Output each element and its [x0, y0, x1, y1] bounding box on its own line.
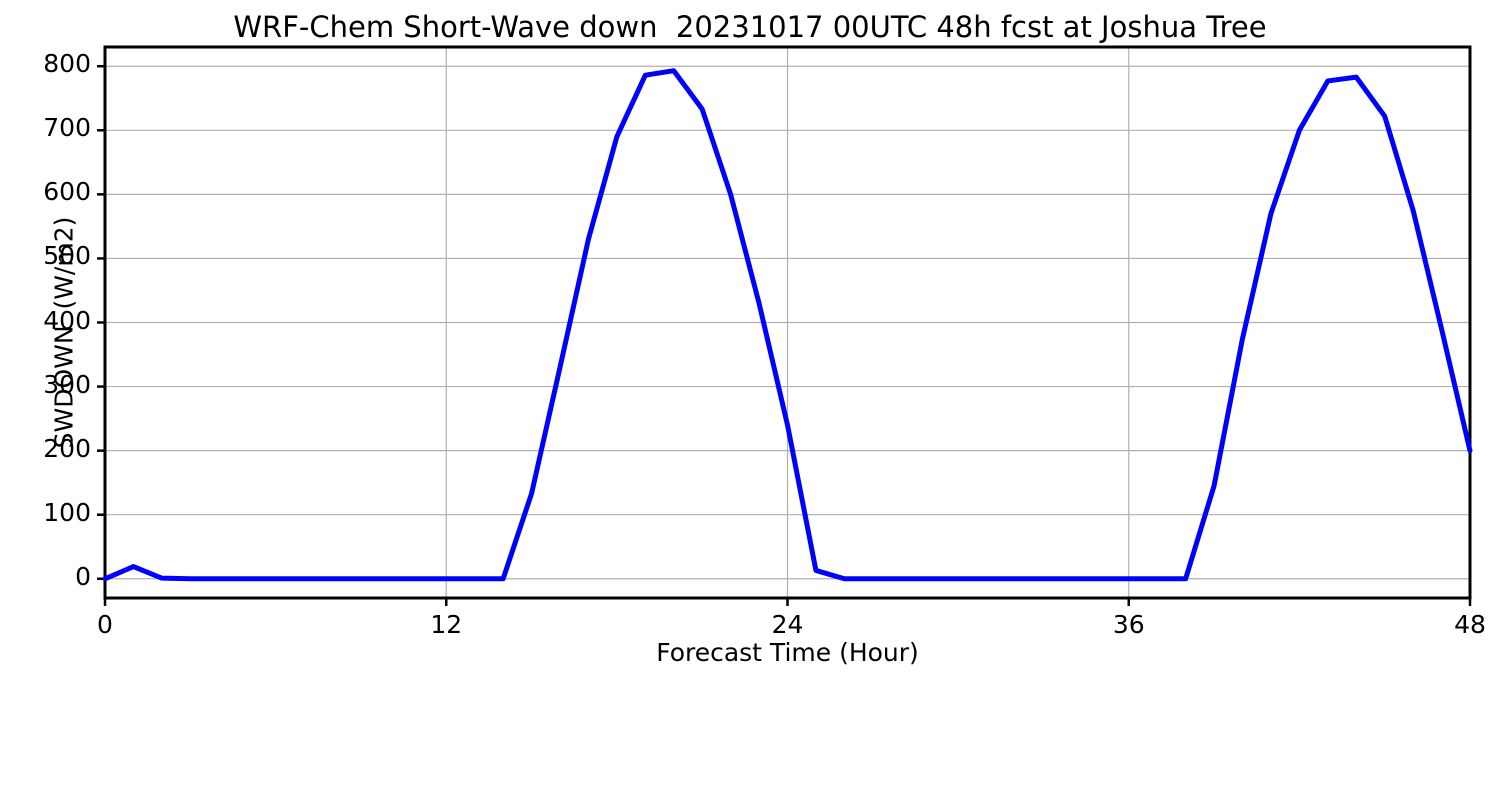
x-tick-label: 48 — [1454, 610, 1486, 639]
x-tick-label: 0 — [97, 610, 113, 639]
chart-title: WRF-Chem Short-Wave down 20231017 00UTC … — [233, 10, 1267, 44]
y-tick-label: 300 — [43, 369, 91, 399]
data-line-swdown — [102, 68, 1473, 582]
tick-marks — [97, 64, 1472, 606]
x-axis-label: Forecast Time (Hour) — [656, 638, 919, 667]
y-tick-label: 700 — [43, 113, 91, 143]
axes-frame — [103, 45, 1472, 600]
y-tick-label: 400 — [43, 305, 91, 335]
grid-lines — [105, 47, 1470, 598]
y-tick-label: 0 — [75, 561, 91, 591]
x-tick-label: 36 — [1112, 610, 1145, 639]
y-tick-label: 200 — [43, 433, 91, 463]
x-tick-label: 12 — [430, 610, 463, 639]
y-tick-label: 500 — [43, 241, 91, 271]
x-tick-label: 24 — [771, 610, 804, 639]
y-tick-label: 800 — [43, 49, 91, 79]
y-tick-label: 600 — [43, 177, 91, 207]
y-tick-label: 100 — [43, 497, 91, 527]
